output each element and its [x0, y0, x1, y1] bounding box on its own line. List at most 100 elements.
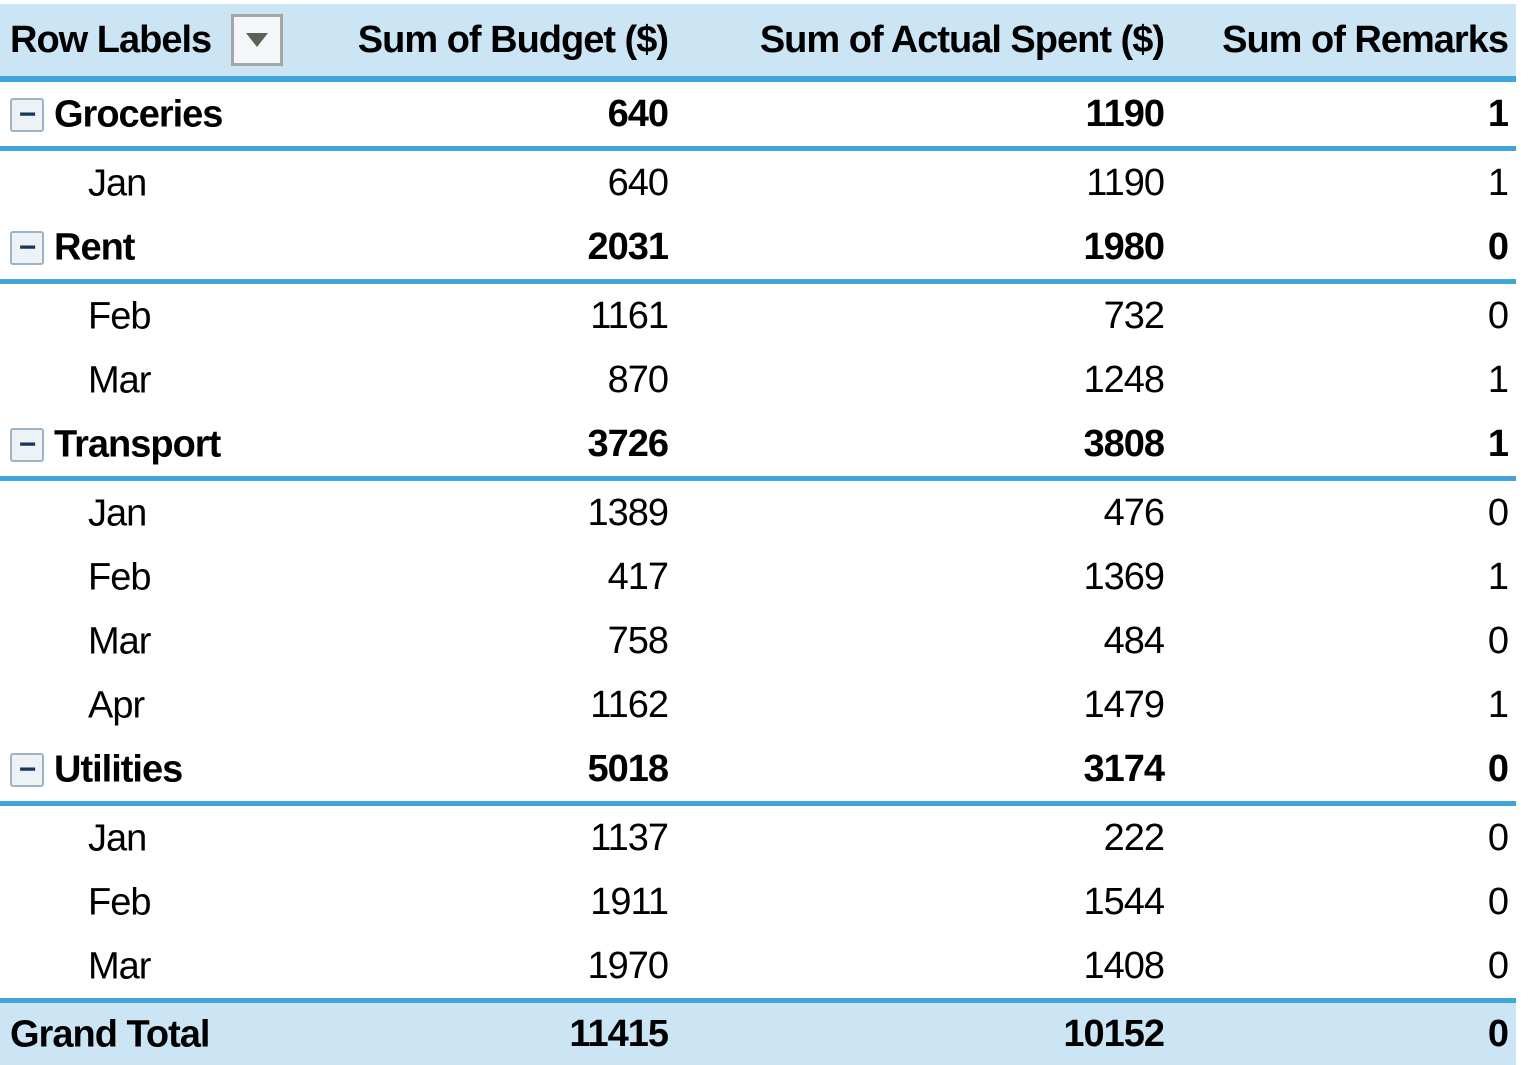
row-label: Mar [88, 359, 150, 401]
actual-spent-cell[interactable]: 1408 [676, 934, 1172, 1001]
row-label-cell[interactable]: Jan [0, 149, 300, 216]
actual-spent-cell[interactable]: 10152 [676, 1001, 1172, 1065]
row-label-cell[interactable]: −Groceries [0, 79, 300, 149]
actual-spent-cell[interactable]: 1369 [676, 545, 1172, 609]
header-cell-remarks[interactable]: Sum of Remarks [1172, 4, 1516, 79]
budget-cell[interactable]: 1162 [300, 673, 676, 737]
row-label-cell[interactable]: Jan [0, 804, 300, 871]
remarks-cell[interactable]: 1 [1172, 348, 1516, 412]
remarks-cell[interactable]: 0 [1172, 1001, 1516, 1065]
row-label: Feb [88, 556, 150, 598]
row-label-cell[interactable]: Grand Total [0, 1001, 300, 1065]
row-label-cell[interactable]: Mar [0, 609, 300, 673]
collapse-minus-icon[interactable]: − [10, 753, 44, 787]
header-cell-row-labels[interactable]: Row Labels [0, 4, 300, 79]
budget-cell[interactable]: 5018 [300, 737, 676, 804]
row-label: Mar [88, 945, 150, 987]
row-label-cell[interactable]: Feb [0, 282, 300, 349]
row-labels-header-wrap: Row Labels [0, 14, 300, 66]
row-label: Feb [88, 295, 150, 337]
remarks-cell[interactable]: 0 [1172, 934, 1516, 1001]
row-label: Jan [88, 162, 146, 204]
budget-cell[interactable]: 640 [300, 149, 676, 216]
budget-cell[interactable]: 1389 [300, 479, 676, 546]
row-label-cell[interactable]: Jan [0, 479, 300, 546]
row-label: Groceries [54, 93, 222, 135]
remarks-cell[interactable]: 0 [1172, 215, 1516, 282]
pivot-table: Row Labels Sum of Budget ($) Sum of Actu… [0, 4, 1516, 1065]
actual-spent-cell[interactable]: 3174 [676, 737, 1172, 804]
row-label: Feb [88, 881, 150, 923]
remarks-cell[interactable]: 1 [1172, 545, 1516, 609]
row-label: Apr [88, 684, 144, 726]
header-cell-budget[interactable]: Sum of Budget ($) [300, 4, 676, 79]
remarks-cell[interactable]: 1 [1172, 79, 1516, 149]
collapse-minus-icon[interactable]: − [10, 231, 44, 265]
filter-arrow-icon [246, 33, 268, 47]
actual-spent-cell[interactable]: 1544 [676, 870, 1172, 934]
remarks-cell[interactable]: 0 [1172, 804, 1516, 871]
row-label-cell[interactable]: Feb [0, 545, 300, 609]
collapse-minus-icon[interactable]: − [10, 98, 44, 132]
remarks-cell[interactable]: 0 [1172, 282, 1516, 349]
budget-cell[interactable]: 1137 [300, 804, 676, 871]
actual-spent-cell[interactable]: 1190 [676, 149, 1172, 216]
collapse-minus-icon[interactable]: − [10, 428, 44, 462]
header-row: Row Labels Sum of Budget ($) Sum of Actu… [0, 4, 1516, 79]
row-label: Transport [54, 423, 220, 465]
budget-cell[interactable]: 417 [300, 545, 676, 609]
row-label-cell[interactable]: −Utilities [0, 737, 300, 804]
remarks-cell[interactable]: 1 [1172, 149, 1516, 216]
actual-spent-cell[interactable]: 732 [676, 282, 1172, 349]
remarks-cell[interactable]: 0 [1172, 870, 1516, 934]
row-label-cell[interactable]: −Transport [0, 412, 300, 479]
row-label-cell[interactable]: Feb [0, 870, 300, 934]
remarks-cell[interactable]: 1 [1172, 673, 1516, 737]
actual-spent-cell[interactable]: 3808 [676, 412, 1172, 479]
row-label: Mar [88, 620, 150, 662]
remarks-cell[interactable]: 0 [1172, 479, 1516, 546]
row-label: Jan [88, 817, 146, 859]
budget-cell[interactable]: 640 [300, 79, 676, 149]
budget-cell[interactable]: 1970 [300, 934, 676, 1001]
row-label-cell[interactable]: Apr [0, 673, 300, 737]
actual-spent-cell[interactable]: 476 [676, 479, 1172, 546]
row-label: Jan [88, 492, 146, 534]
row-label-cell[interactable]: −Rent [0, 215, 300, 282]
budget-cell[interactable]: 758 [300, 609, 676, 673]
budget-cell[interactable]: 3726 [300, 412, 676, 479]
remarks-cell[interactable]: 1 [1172, 412, 1516, 479]
filter-dropdown-button[interactable] [231, 14, 283, 66]
actual-spent-cell[interactable]: 1479 [676, 673, 1172, 737]
actual-spent-cell[interactable]: 484 [676, 609, 1172, 673]
budget-cell[interactable]: 11415 [300, 1001, 676, 1065]
remarks-cell[interactable]: 0 [1172, 737, 1516, 804]
row-label-cell[interactable]: Mar [0, 934, 300, 1001]
row-label: Grand Total [10, 1013, 209, 1055]
actual-spent-cell[interactable]: 1248 [676, 348, 1172, 412]
budget-cell[interactable]: 2031 [300, 215, 676, 282]
budget-cell[interactable]: 1161 [300, 282, 676, 349]
row-label: Utilities [54, 748, 182, 790]
row-labels-title: Row Labels [10, 19, 211, 62]
budget-cell[interactable]: 870 [300, 348, 676, 412]
row-label-cell[interactable]: Mar [0, 348, 300, 412]
actual-spent-cell[interactable]: 222 [676, 804, 1172, 871]
actual-spent-cell[interactable]: 1190 [676, 79, 1172, 149]
actual-spent-cell[interactable]: 1980 [676, 215, 1172, 282]
header-cell-actual-spent[interactable]: Sum of Actual Spent ($) [676, 4, 1172, 79]
budget-cell[interactable]: 1911 [300, 870, 676, 934]
remarks-cell[interactable]: 0 [1172, 609, 1516, 673]
